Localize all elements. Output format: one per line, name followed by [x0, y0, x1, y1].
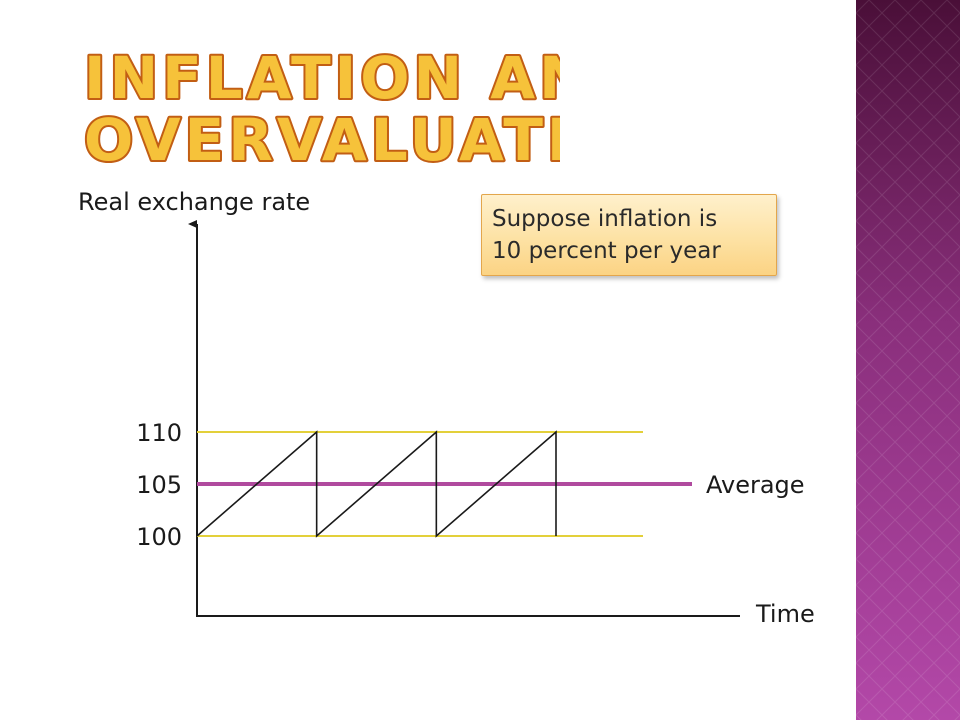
side-panel-pattern [856, 0, 960, 720]
slide-title: INFLATION AND OVERVALUATION [82, 42, 560, 170]
y-tick-label-100: 100 [136, 523, 182, 551]
sawtooth-series-line [196, 430, 557, 538]
reference-lines [197, 431, 692, 537]
inflation-callout: Suppose inflation is 10 percent per year [481, 194, 777, 276]
sawtooth-chart: Real exchange rate Time 100 105 110 Averag… [78, 188, 815, 628]
slide-title-line-1: INFLATION AND [84, 44, 560, 112]
y-tick-label-105: 105 [136, 471, 182, 499]
decorative-side-panel [856, 0, 960, 720]
y-tick-label-110: 110 [136, 419, 182, 447]
average-label: Average [706, 471, 805, 499]
slide-title-line-2: OVERVALUATION [84, 106, 560, 170]
callout-text: Suppose inflation is 10 percent per year [492, 206, 721, 264]
y-tick-labels: 100 105 110 [136, 419, 182, 551]
y-axis-label: Real exchange rate [78, 188, 310, 216]
x-axis-label: Time [755, 600, 815, 628]
